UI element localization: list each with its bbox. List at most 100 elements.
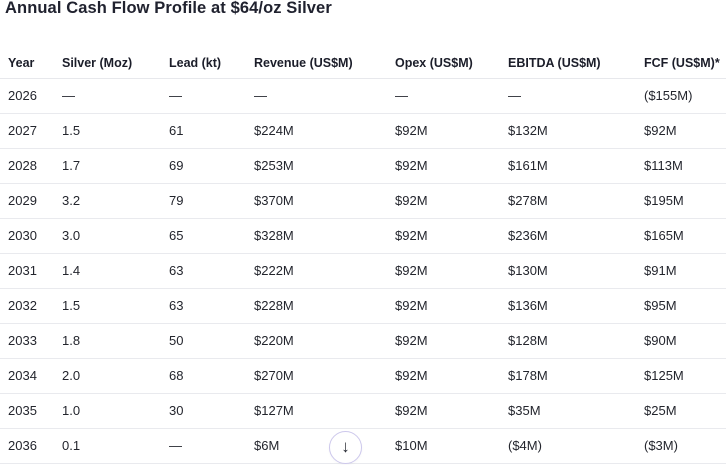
value-cell: $136M <box>500 288 636 324</box>
value-cell: 0.1 <box>54 428 161 464</box>
column-header-lead: Lead (kt) <box>161 50 246 79</box>
value-cell: — <box>54 78 161 114</box>
table-row: 2035 1.0 30 $127M $92M $35M $25M <box>0 393 726 429</box>
value-cell: 61 <box>161 113 246 149</box>
value-cell: $10M <box>387 428 500 464</box>
value-cell: 1.0 <box>54 393 161 429</box>
year-cell: 2031 <box>0 253 54 289</box>
table-row: 2033 1.8 50 $220M $92M $128M $90M <box>0 323 726 359</box>
value-cell: 2.0 <box>54 358 161 394</box>
value-cell: $92M <box>387 113 500 149</box>
page-title: Annual Cash Flow Profile at $64/oz Silve… <box>5 0 332 17</box>
value-cell: 1.7 <box>54 148 161 184</box>
value-cell: $236M <box>500 218 636 254</box>
column-header-opex: Opex (US$M) <box>387 50 500 79</box>
value-cell: $253M <box>246 148 387 184</box>
year-cell: 2034 <box>0 358 54 394</box>
table-row: 2026— — — — — ($155M) <box>0 78 726 114</box>
value-cell: — <box>387 78 500 114</box>
value-cell: $127M <box>246 393 387 429</box>
value-cell: ($4M) <box>500 428 636 464</box>
value-cell: $132M <box>500 113 636 149</box>
table-row: 2028 1.7 69 $253M $92M $161M $113M <box>0 148 726 184</box>
year-cell: 2033 <box>0 323 54 359</box>
value-cell: 63 <box>161 288 246 324</box>
value-cell: 68 <box>161 358 246 394</box>
value-cell: $113M <box>636 148 726 184</box>
cash-flow-table: Year Silver (Moz) Lead (kt) Revenue (US$… <box>0 50 726 464</box>
value-cell: $224M <box>246 113 387 149</box>
value-cell: $128M <box>500 323 636 359</box>
table-body: 2026— — — — — ($155M) 2027 1.5 61 $224M $92M $132M $… <box>0 78 726 464</box>
year-cell: 2032 <box>0 288 54 324</box>
table-row: 2027 1.5 61 $224M $92M $132M $92M <box>0 113 726 149</box>
value-cell: 1.8 <box>54 323 161 359</box>
value-cell: $222M <box>246 253 387 289</box>
value-cell: 30 <box>161 393 246 429</box>
table-row: 2030 3.0 65 $328M $92M $236M $165M <box>0 218 726 254</box>
column-header-silver: Silver (Moz) <box>54 50 161 79</box>
value-cell: $328M <box>246 218 387 254</box>
value-cell: — <box>161 428 246 464</box>
value-cell: $92M <box>387 253 500 289</box>
value-cell: $178M <box>500 358 636 394</box>
value-cell: $91M <box>636 253 726 289</box>
year-cell: 2028 <box>0 148 54 184</box>
value-cell: 63 <box>161 253 246 289</box>
value-cell: 79 <box>161 183 246 219</box>
column-header-ebitda: EBITDA (US$M) <box>500 50 636 79</box>
value-cell: $278M <box>500 183 636 219</box>
value-cell: $220M <box>246 323 387 359</box>
year-cell: 2036 <box>0 428 54 464</box>
table-row: 2031 1.4 63 $222M $92M $130M $91M <box>0 253 726 289</box>
value-cell: $270M <box>246 358 387 394</box>
value-cell: $195M <box>636 183 726 219</box>
table-row: 2032 1.5 63 $228M $92M $136M $95M <box>0 288 726 324</box>
year-cell: 2029 <box>0 183 54 219</box>
value-cell: $92M <box>387 148 500 184</box>
value-cell: $92M <box>387 323 500 359</box>
value-cell: $370M <box>246 183 387 219</box>
column-header-revenue: Revenue (US$M) <box>246 50 387 79</box>
value-cell: — <box>500 78 636 114</box>
column-header-year: Year <box>0 50 54 79</box>
arrow-down-icon: ↓ <box>341 437 350 456</box>
value-cell: $6M <box>246 428 387 464</box>
table-row: 2034 2.0 68 $270M $92M $178M $125M <box>0 358 726 394</box>
value-cell: 1.5 <box>54 113 161 149</box>
value-cell: $92M <box>387 393 500 429</box>
year-cell: 2035 <box>0 393 54 429</box>
value-cell: 1.5 <box>54 288 161 324</box>
value-cell: $92M <box>387 288 500 324</box>
value-cell: $92M <box>387 358 500 394</box>
value-cell: $92M <box>636 113 726 149</box>
value-cell: $125M <box>636 358 726 394</box>
value-cell: 50 <box>161 323 246 359</box>
table-header: Year Silver (Moz) Lead (kt) Revenue (US$… <box>0 50 726 79</box>
column-header-fcf: FCF (US$M)* <box>636 50 726 79</box>
value-cell: $228M <box>246 288 387 324</box>
value-cell: $130M <box>500 253 636 289</box>
scroll-down-button[interactable]: ↓ <box>329 431 362 464</box>
value-cell: 3.0 <box>54 218 161 254</box>
value-cell: 69 <box>161 148 246 184</box>
year-cell: 2030 <box>0 218 54 254</box>
table-header-row: Year Silver (Moz) Lead (kt) Revenue (US$… <box>0 50 726 79</box>
value-cell: 1.4 <box>54 253 161 289</box>
value-cell: — <box>246 78 387 114</box>
table-row: 2029 3.2 79 $370M $92M $278M $195M <box>0 183 726 219</box>
value-cell: $25M <box>636 393 726 429</box>
table-row: 2036 0.1— $6M $10M ($4M) ($3M) <box>0 428 726 464</box>
value-cell: ($3M) <box>636 428 726 464</box>
value-cell: $35M <box>500 393 636 429</box>
year-cell: 2027 <box>0 113 54 149</box>
year-cell: 2026 <box>0 78 54 114</box>
value-cell: $95M <box>636 288 726 324</box>
value-cell: 3.2 <box>54 183 161 219</box>
value-cell: $92M <box>387 218 500 254</box>
value-cell: ($155M) <box>636 78 726 114</box>
value-cell: $90M <box>636 323 726 359</box>
value-cell: — <box>161 78 246 114</box>
value-cell: $92M <box>387 183 500 219</box>
